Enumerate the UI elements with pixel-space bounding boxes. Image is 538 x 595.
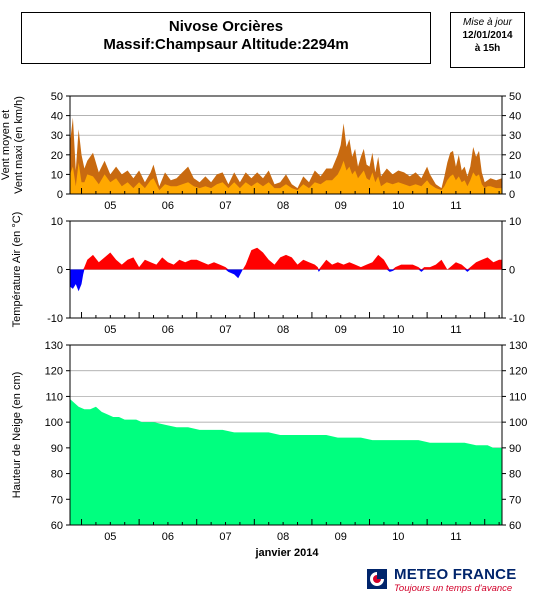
plot-frame xyxy=(69,344,503,526)
y-tick-label: 50 xyxy=(51,91,63,103)
y-tick-label: 70 xyxy=(51,494,63,506)
update-label: Mise à jour xyxy=(463,17,512,28)
x-tick-label: 09 xyxy=(335,324,347,336)
logo-name: METEO FRANCE xyxy=(394,566,517,583)
chart-subtitle: Massif:Champsaur Altitude:2294m xyxy=(103,36,349,53)
x-tick-label: 10 xyxy=(392,324,404,336)
y-tick-label: 70 xyxy=(509,494,521,506)
x-tick-label: 11 xyxy=(450,200,461,212)
y-tick-label: 90 xyxy=(509,443,521,455)
y-tick-label: -10 xyxy=(47,313,63,325)
y-axis-label: Hauteur de Neige (en cm) xyxy=(11,372,23,499)
update-box: Mise à jour 12/01/2014 à 15h xyxy=(450,12,525,68)
y-tick-label: 10 xyxy=(509,169,521,181)
y-axis-label: Vent moyen et xyxy=(0,110,12,180)
x-tick-label: 07 xyxy=(219,324,231,336)
y-tick-label: 40 xyxy=(509,111,521,123)
temperature-negative-area xyxy=(70,269,502,292)
y-tick-label: 0 xyxy=(57,189,63,201)
y-tick-label: 80 xyxy=(51,469,63,481)
temperature-positive-area xyxy=(70,247,502,270)
y-tick-label: 90 xyxy=(51,443,63,455)
y-tick-label: 0 xyxy=(57,265,63,277)
y-tick-label: 10 xyxy=(509,216,521,228)
temperature-panel: -10 -10 0 0 10 10 05 06 07 08 09 10 11 Température Ai… xyxy=(11,212,525,336)
meteo-france-logo-mark xyxy=(367,569,387,589)
y-tick-label: 30 xyxy=(509,130,521,142)
x-tick-label: 06 xyxy=(162,531,174,543)
y-tick-label: 100 xyxy=(45,417,63,429)
y-tick-label: 10 xyxy=(51,169,63,181)
x-tick-label: 08 xyxy=(277,324,289,336)
update-time: à 15h xyxy=(474,43,501,54)
meteo-france-logo: METEO FRANCE Toujours un temps d'avance xyxy=(367,564,537,594)
x-tick-label: 10 xyxy=(392,531,404,543)
update-date: 12/01/2014 xyxy=(462,30,513,41)
x-tick-label: 07 xyxy=(219,200,231,212)
y-tick-label: 0 xyxy=(509,265,515,277)
x-tick-label: 06 xyxy=(162,324,174,336)
y-tick-label: 30 xyxy=(51,130,63,142)
snow-depth-panel: 60 60 70 70 80 80 90 90 100 100 110 110 120 120 130 130… xyxy=(11,340,527,543)
x-axis-month-label: janvier 2014 xyxy=(255,547,320,559)
y-tick-label: 110 xyxy=(509,391,527,403)
x-tick-label: 05 xyxy=(104,200,116,212)
y-tick-label: 80 xyxy=(509,469,521,481)
y-axis-label: Vent maxi (en km/h) xyxy=(13,96,25,194)
chart-title-box: Nivose Orcières Massif:Champsaur Altitud… xyxy=(21,12,431,64)
y-tick-label: 20 xyxy=(51,150,63,162)
chart-title: Nivose Orcières xyxy=(168,18,284,35)
y-tick-label: 0 xyxy=(509,189,515,201)
x-tick-label: 06 xyxy=(162,200,174,212)
y-tick-label: 100 xyxy=(509,417,527,429)
y-axis-label: Température Air (en °C) xyxy=(11,212,23,328)
y-tick-label: 130 xyxy=(509,340,527,352)
y-tick-label: 110 xyxy=(45,391,63,403)
x-tick-label: 07 xyxy=(219,531,231,543)
x-tick-label: 05 xyxy=(104,531,116,543)
snow-depth-area xyxy=(70,399,502,525)
plot-frame xyxy=(69,95,503,195)
x-tick-label: 11 xyxy=(450,324,461,336)
y-tick-label: 60 xyxy=(51,520,63,532)
x-tick-label: 05 xyxy=(104,324,116,336)
x-tick-label: 10 xyxy=(392,200,404,212)
y-tick-label: 120 xyxy=(45,366,63,378)
x-tick-label: 08 xyxy=(277,200,289,212)
x-tick-label: 09 xyxy=(335,531,347,543)
y-tick-label: 10 xyxy=(51,216,63,228)
y-tick-label: 40 xyxy=(51,111,63,123)
wind-panel: 0 0 10 10 20 20 30 30 40 40 50 50 05 06 07 08 09 10 11 Vent… xyxy=(0,91,521,212)
x-tick-label: 11 xyxy=(450,531,461,543)
y-tick-label: 130 xyxy=(45,340,63,352)
logo-tagline: Toujours un temps d'avance xyxy=(394,583,513,594)
y-tick-label: 120 xyxy=(509,366,527,378)
y-tick-label: 50 xyxy=(509,91,521,103)
x-tick-label: 08 xyxy=(277,531,289,543)
y-tick-label: 20 xyxy=(509,150,521,162)
y-tick-label: 60 xyxy=(509,520,521,532)
x-tick-label: 09 xyxy=(335,200,347,212)
wind-mean-area xyxy=(70,160,502,194)
y-tick-label: -10 xyxy=(509,313,525,325)
wind-max-area xyxy=(70,117,502,194)
